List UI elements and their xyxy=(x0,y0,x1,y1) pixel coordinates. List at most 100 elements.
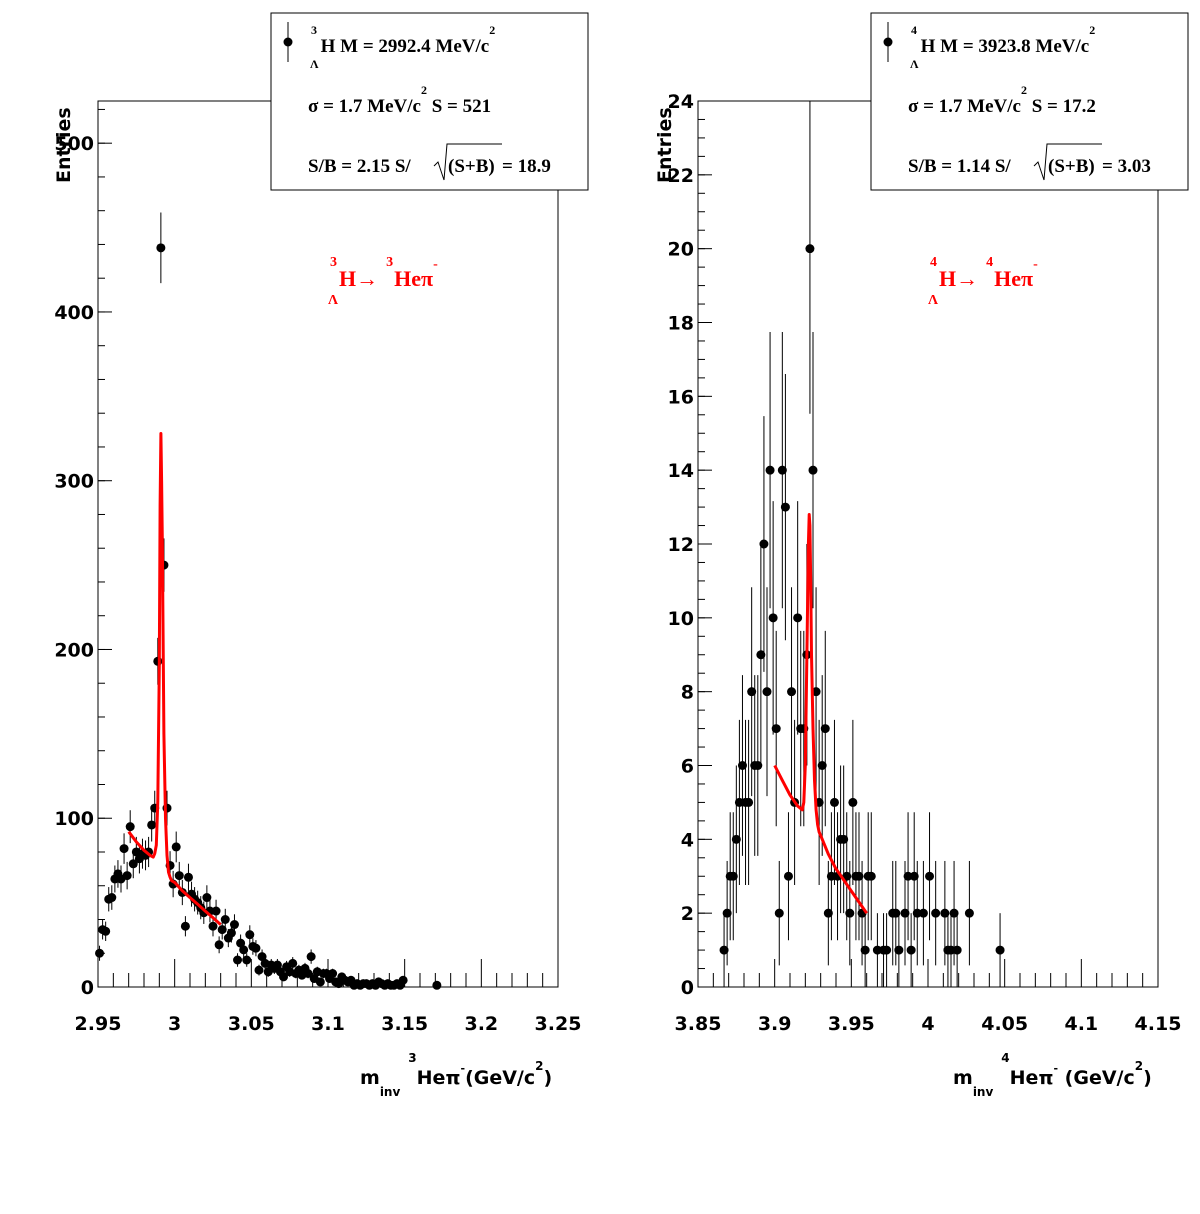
left-data-point xyxy=(226,928,236,938)
left-data-point xyxy=(328,968,338,978)
right-data-point xyxy=(952,945,962,955)
left-y-tick-label: 200 xyxy=(54,639,94,661)
right-data-point xyxy=(787,687,797,697)
right-data-point xyxy=(839,834,849,844)
right-y-tick-label: 14 xyxy=(668,460,694,482)
left-data-point xyxy=(128,859,138,869)
left-data-point xyxy=(180,921,190,931)
right-decay-annotation: 4 ΛH→4Heπ- xyxy=(928,255,1038,308)
right-x-tick-label: 3.9 xyxy=(758,1013,792,1035)
right-data-point xyxy=(805,244,815,254)
left-data-point xyxy=(171,842,181,852)
left-y-tick-label: 100 xyxy=(54,808,94,830)
left-data-point xyxy=(119,844,129,854)
right-data-marks xyxy=(719,101,1005,987)
left-data-point xyxy=(125,822,135,832)
right-y-tick-label: 6 xyxy=(681,756,694,778)
right-data-point xyxy=(820,724,830,734)
left-data-point xyxy=(202,893,212,903)
right-data-point xyxy=(925,871,935,881)
left-fit-curve xyxy=(127,432,222,926)
right-legend-line1: 4 ΛH M = 3923.8 MeV/c2 xyxy=(910,23,1095,71)
left-data-point xyxy=(398,975,408,985)
right-data-point xyxy=(744,797,754,807)
left-data-point xyxy=(107,893,117,903)
left-legend-line3-a: S/B = 2.15 S/ xyxy=(308,156,411,177)
right-y-tick-label: 4 xyxy=(681,829,694,851)
left-x-tick-label: 2.95 xyxy=(75,1013,122,1035)
right-data-point xyxy=(845,908,855,918)
left-data-point xyxy=(239,945,249,955)
right-legend: 4 ΛH M = 3923.8 MeV/c2 σ = 1.7 MeV/c2 S =… xyxy=(870,12,1189,191)
right-data-point xyxy=(882,945,892,955)
right-legend-line2: σ = 1.7 MeV/c2 S = 17.2 xyxy=(908,83,1096,117)
left-data-marks xyxy=(95,212,442,990)
left-data-point xyxy=(156,243,166,253)
left-data-point xyxy=(242,955,252,965)
left-x-tick-label: 3 xyxy=(168,1013,181,1035)
right-data-point xyxy=(866,871,876,881)
right-data-point xyxy=(737,761,747,770)
left-data-point xyxy=(174,871,184,881)
right-data-point xyxy=(906,945,916,955)
right-data-point xyxy=(811,687,821,697)
right-x-tick-label: 4.15 xyxy=(1135,1013,1182,1035)
right-fit-curve xyxy=(773,513,868,915)
right-x-tick-label: 4.05 xyxy=(981,1013,1028,1035)
right-x-tick-label: 3.85 xyxy=(675,1013,722,1035)
right-legend-box xyxy=(870,12,1189,191)
left-data-point xyxy=(229,920,239,930)
right-y-tick-label: 0 xyxy=(681,977,694,999)
left-data-point xyxy=(183,872,193,882)
right-y-tick-label: 20 xyxy=(668,239,694,261)
left-y-axis-label: Entries xyxy=(53,107,75,183)
right-data-point xyxy=(900,908,910,918)
right-data-point xyxy=(719,945,729,955)
left-data-point xyxy=(288,958,298,968)
left-panel: 2.95 3 3.05 3.1 3.15 3.2 3.250100200300400500 … xyxy=(53,12,589,1099)
left-legend-sqrt-sign xyxy=(433,143,502,181)
left-data-point xyxy=(306,952,316,962)
right-y-tick-label: 18 xyxy=(668,313,694,335)
left-data-point xyxy=(251,943,261,953)
right-data-point xyxy=(931,908,941,918)
right-y-tick-label: 2 xyxy=(681,903,694,925)
left-x-axis-label: minv3Heπ-(GeV/c2) xyxy=(360,1051,552,1099)
left-data-point xyxy=(122,871,132,881)
left-data-point xyxy=(279,972,289,982)
right-legend-marker xyxy=(883,37,893,47)
right-y-tick-label: 24 xyxy=(668,91,694,113)
left-legend-line1: 3 ΛH M = 2992.4 MeV/c2 xyxy=(310,23,495,71)
right-data-point xyxy=(722,908,732,918)
left-data-point xyxy=(211,906,221,916)
left-data-point xyxy=(153,656,163,666)
left-x-tick-label: 3.2 xyxy=(464,1013,498,1035)
right-data-point xyxy=(759,539,769,549)
right-data-point xyxy=(848,797,858,807)
right-data-point xyxy=(783,871,793,881)
left-y-tick-label: 300 xyxy=(54,471,94,493)
right-data-point xyxy=(808,465,818,475)
left-x-tick-label: 3.15 xyxy=(381,1013,428,1035)
right-data-point xyxy=(860,945,870,955)
right-data-point xyxy=(940,908,950,918)
right-data-point xyxy=(768,613,778,623)
left-data-point xyxy=(236,938,246,948)
left-data-point xyxy=(254,965,264,975)
left-legend-box xyxy=(270,12,589,191)
right-data-point xyxy=(780,502,790,512)
right-data-point xyxy=(731,834,741,844)
left-x-tick-label: 3.25 xyxy=(535,1013,582,1035)
right-data-point xyxy=(995,945,1005,955)
right-legend-line3-rad: (S+B) xyxy=(1048,156,1095,177)
left-data-point xyxy=(95,948,105,958)
right-data-point xyxy=(774,908,784,918)
left-data-point xyxy=(272,960,282,970)
right-data-point xyxy=(964,908,974,918)
left-data-point xyxy=(217,925,227,935)
right-data-point xyxy=(829,797,839,807)
left-legend-line3-b: = 18.9 xyxy=(502,156,551,177)
right-data-point xyxy=(891,908,901,918)
right-x-tick-label: 4.1 xyxy=(1064,1013,1098,1035)
